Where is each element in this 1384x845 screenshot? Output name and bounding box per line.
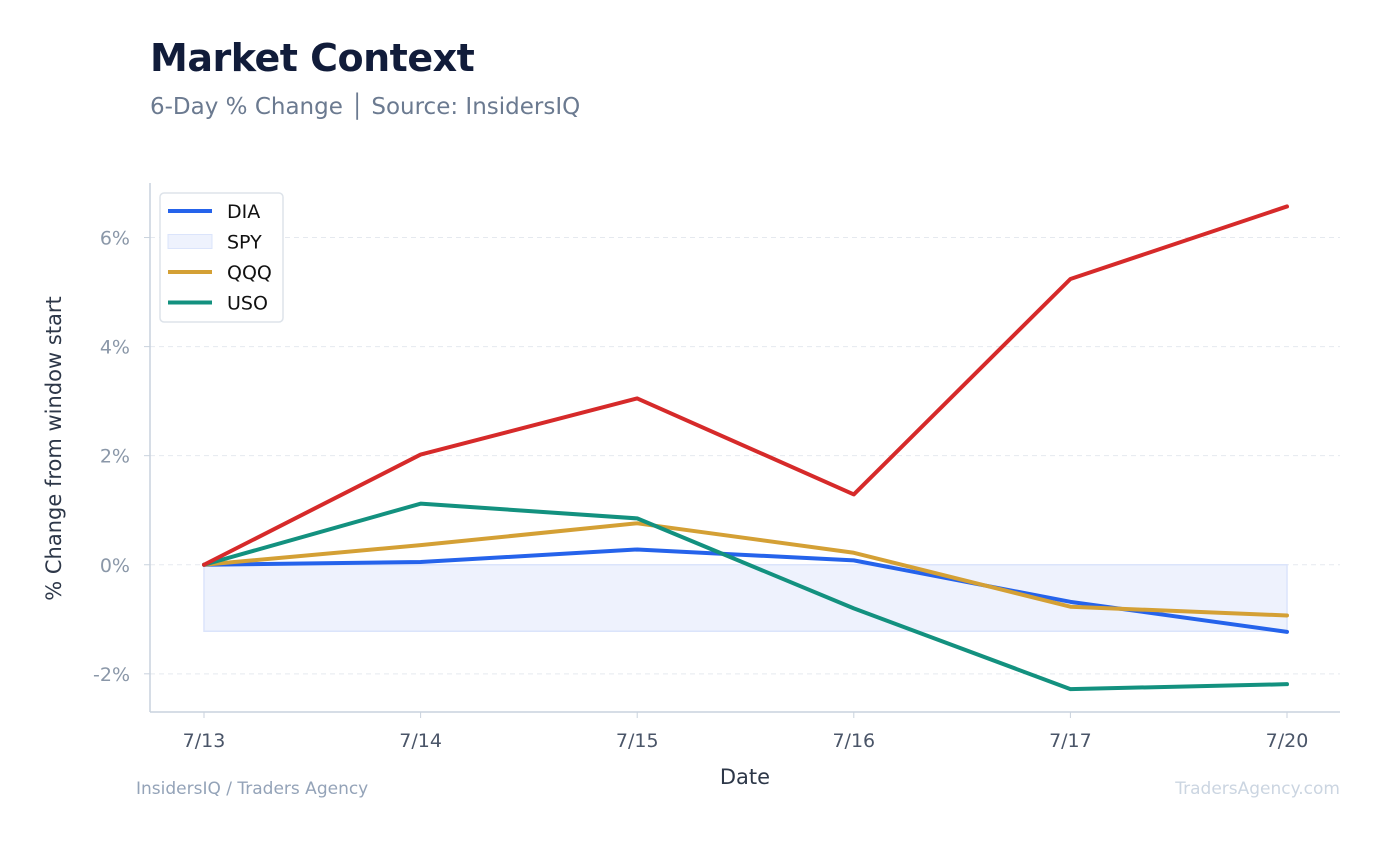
x-tick-label: 7/14	[399, 730, 442, 752]
series-line-uso	[202, 501, 1289, 692]
x-tick-label: 7/16	[832, 730, 875, 752]
x-tick-label: 7/15	[616, 730, 659, 752]
axes: -2% 0% 2% 4% 6% 7/13 7/14 7/15 7/16 7/17 7/20 Date%…	[42, 183, 1340, 789]
x-tick-label: 7/13	[183, 730, 226, 752]
legend-label-uso: USO	[227, 293, 268, 315]
legend: DIA SPY QQQ USO	[159, 192, 284, 323]
legend-label-spy: SPY	[227, 232, 262, 254]
footer-watermark: TradersAgency.com	[1175, 779, 1340, 799]
chart-subtitle: 6-Day % Change │ Source: InsidersIQ	[150, 94, 581, 120]
series-lines	[202, 204, 1289, 692]
x-tick-label: 7/20	[1266, 730, 1309, 752]
chart-title: Market Context	[150, 36, 475, 80]
y-tick-label: 4%	[100, 337, 130, 359]
x-tick-label: 7/17	[1049, 730, 1092, 752]
y-tick-label: 0%	[100, 555, 130, 577]
legend-label-dia: DIA	[227, 201, 260, 223]
series-line-qqq	[202, 521, 1289, 618]
legend-swatch-spy	[167, 234, 213, 249]
y-tick-label: 2%	[100, 446, 130, 468]
footer-attribution: InsidersIQ / Traders Agency	[136, 779, 369, 799]
y-tick-label: -2%	[93, 664, 130, 686]
legend-label-qqq: QQQ	[227, 262, 272, 284]
series-line-unlabeled	[202, 204, 1289, 567]
series-band-spy	[203, 564, 1288, 633]
y-axis-title: % Change from window start	[42, 296, 66, 601]
y-tick-label: 6%	[100, 228, 130, 250]
x-axis-title: Date	[720, 765, 770, 789]
legend-box	[159, 192, 284, 323]
